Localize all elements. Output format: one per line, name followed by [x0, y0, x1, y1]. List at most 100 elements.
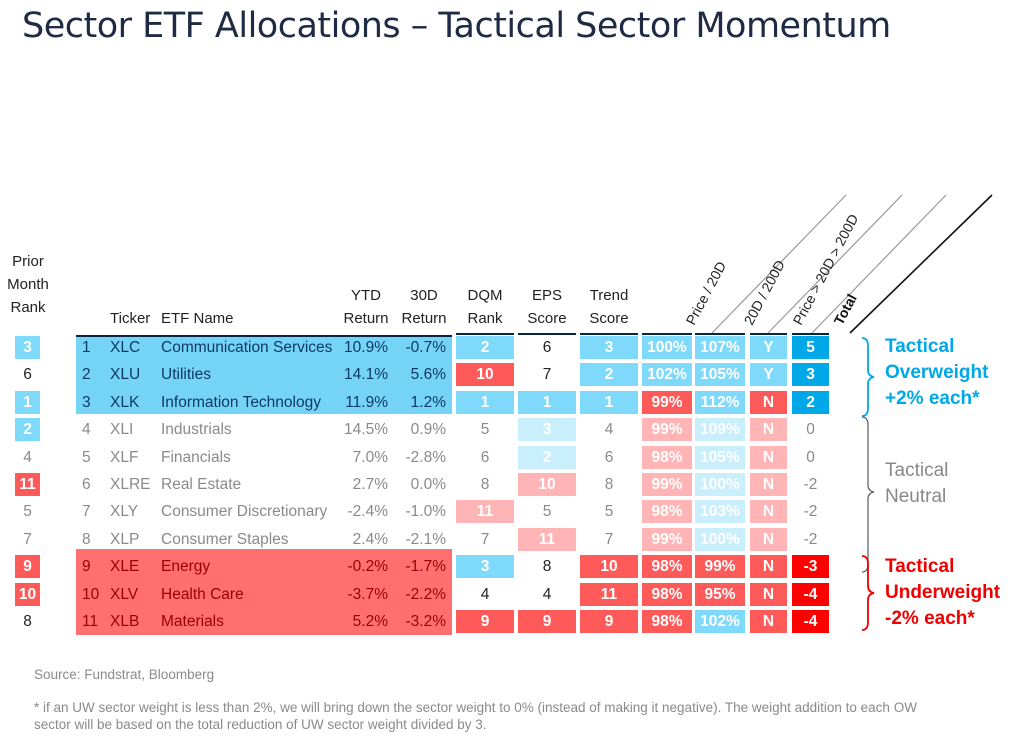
ratio-20d-200d-cell: 105% — [695, 363, 745, 387]
neutral-label: Tactical Neutral — [885, 458, 948, 510]
dqm-rank-cell: 1 — [456, 390, 514, 414]
30d-return: -2.2% — [405, 585, 447, 603]
row-number: 4 — [82, 421, 91, 439]
label-line: Tactical — [885, 336, 955, 357]
header-rule — [792, 333, 829, 335]
30d-return: -1.0% — [405, 503, 447, 521]
30d-return: -2.1% — [405, 530, 447, 548]
prior-rank-cell: 7 — [23, 530, 32, 548]
diagonal-divider — [849, 194, 993, 334]
table-row: 6 XLRE Real Estate 2.7% 0.0% 11 8 10 8 99% 100% N -2 — [0, 472, 1024, 497]
ytd-return: 14.1% — [344, 366, 388, 384]
eps-score-cell: 9 — [518, 610, 576, 633]
underweight-band — [76, 549, 452, 635]
header-line: Rank — [467, 310, 503, 327]
header-line: DQM — [467, 287, 503, 304]
ratio-20d-200d-cell: 99% — [695, 555, 745, 579]
etf-name: Utilities — [161, 366, 211, 384]
ticker: XLV — [110, 585, 139, 603]
label-line: Tactical — [885, 556, 955, 577]
ticker: XLC — [110, 339, 141, 356]
ticker: XLP — [110, 530, 140, 548]
trend-score-cell: 7 — [604, 530, 614, 548]
etf-name: Communication Services — [161, 339, 333, 356]
diagonal-divider — [811, 194, 947, 334]
total-cell: 0 — [806, 421, 815, 439]
trend-score-cell: 1 — [580, 390, 638, 414]
label-line: Tactical — [885, 460, 949, 481]
price-20d-cell: 98% — [642, 500, 692, 524]
eps-score-cell: 2 — [518, 445, 576, 469]
price-20d-cell: 102% — [642, 363, 692, 387]
trend-score-cell: 11 — [580, 582, 638, 606]
ticker: XLB — [110, 613, 140, 630]
etf-name: Health Care — [161, 585, 244, 603]
dqm-rank-cell: 2 — [456, 336, 514, 359]
ticker: XLI — [110, 421, 134, 439]
price-above-ma-cell: N — [750, 527, 787, 551]
row-number: 6 — [82, 476, 91, 493]
source-note: Source: Fundstrat, Bloomberg — [34, 667, 215, 682]
total-cell: 3 — [792, 363, 829, 387]
eps-score-cell: 3 — [518, 418, 576, 442]
prior-rank-cell: 3 — [15, 336, 40, 359]
table-row: 5 XLF Financials 7.0% -2.8% 4 6 2 6 98% 105% N 0 — [0, 445, 1024, 470]
header-ticker: Ticker — [110, 310, 151, 327]
header-line: Return — [343, 310, 389, 327]
table-row: 11 XLB Materials 5.2% -3.2% 8 9 9 9 98% 102% N -4 — [0, 609, 1024, 634]
total-cell: 2 — [792, 390, 829, 414]
table-row: 2 XLU Utilities 14.1% 5.6% 6 10 7 2 102% 105% Y 3 — [0, 362, 1024, 387]
table-row: 10 XLV Health Care -3.7% -2.2% 10 4 4 11 98% 95% N -… — [0, 582, 1024, 607]
header-line: Rank — [10, 299, 46, 316]
header-rule — [456, 333, 514, 335]
price-above-ma-cell: N — [750, 610, 787, 633]
trend-score-cell: 4 — [604, 421, 614, 439]
price-above-ma-cell: Y — [750, 336, 787, 359]
ytd-return: 2.4% — [352, 530, 388, 548]
price-above-ma-cell: N — [750, 445, 787, 469]
trend-score-cell: 9 — [580, 610, 638, 633]
prior-rank-cell: 6 — [23, 366, 32, 384]
ticker: XLF — [110, 448, 139, 466]
label-line: Underweight — [885, 582, 1001, 603]
eps-score-cell: 4 — [542, 585, 552, 603]
header-trend-score: Trend Score — [580, 284, 638, 330]
row-number: 11 — [82, 613, 99, 630]
dqm-rank-cell: 4 — [480, 585, 490, 603]
row-number: 9 — [82, 558, 91, 576]
etf-name: Financials — [161, 448, 231, 466]
etf-name: Consumer Staples — [161, 530, 289, 548]
dqm-rank-cell: 6 — [480, 448, 490, 466]
ytd-return: -3.7% — [347, 585, 389, 603]
30d-return: 5.6% — [410, 366, 446, 384]
eps-score-cell: 6 — [542, 339, 552, 356]
ticker: XLRE — [110, 476, 151, 493]
prior-rank-cell: 1 — [15, 390, 40, 414]
row-number: 7 — [82, 503, 91, 521]
table-row: 8 XLP Consumer Staples 2.4% -2.1% 7 7 11 7 99% 100… — [0, 527, 1024, 552]
header-rule — [695, 333, 745, 335]
ratio-20d-200d-cell: 105% — [695, 445, 745, 469]
row-number: 3 — [82, 393, 91, 411]
ytd-return: 11.9% — [345, 393, 388, 411]
total-cell: 0 — [806, 448, 815, 466]
ytd-return: 5.2% — [352, 613, 388, 630]
price-above-ma-cell: N — [750, 390, 787, 414]
ratio-20d-200d-cell: 109% — [695, 418, 745, 442]
price-above-ma-cell: Y — [750, 363, 787, 387]
price-20d-cell: 100% — [642, 336, 692, 359]
prior-rank-cell: 5 — [23, 503, 32, 521]
prior-rank-cell: 10 — [15, 582, 40, 606]
header-rule — [580, 333, 638, 335]
etf-name: Real Estate — [161, 476, 242, 493]
table-row: 7 XLY Consumer Discretionary -2.4% -1.0% 5 11 5… — [0, 499, 1024, 524]
header-line: YTD — [351, 287, 381, 304]
underweight-label: Tactical Underweight -2% each* — [885, 554, 1000, 632]
header-rule — [642, 333, 692, 335]
prior-rank-cell: 2 — [15, 418, 40, 442]
ticker: XLY — [110, 503, 139, 521]
header-line: Score — [527, 310, 567, 327]
prior-rank-cell: 8 — [23, 613, 32, 630]
trend-score-cell: 2 — [580, 363, 638, 387]
